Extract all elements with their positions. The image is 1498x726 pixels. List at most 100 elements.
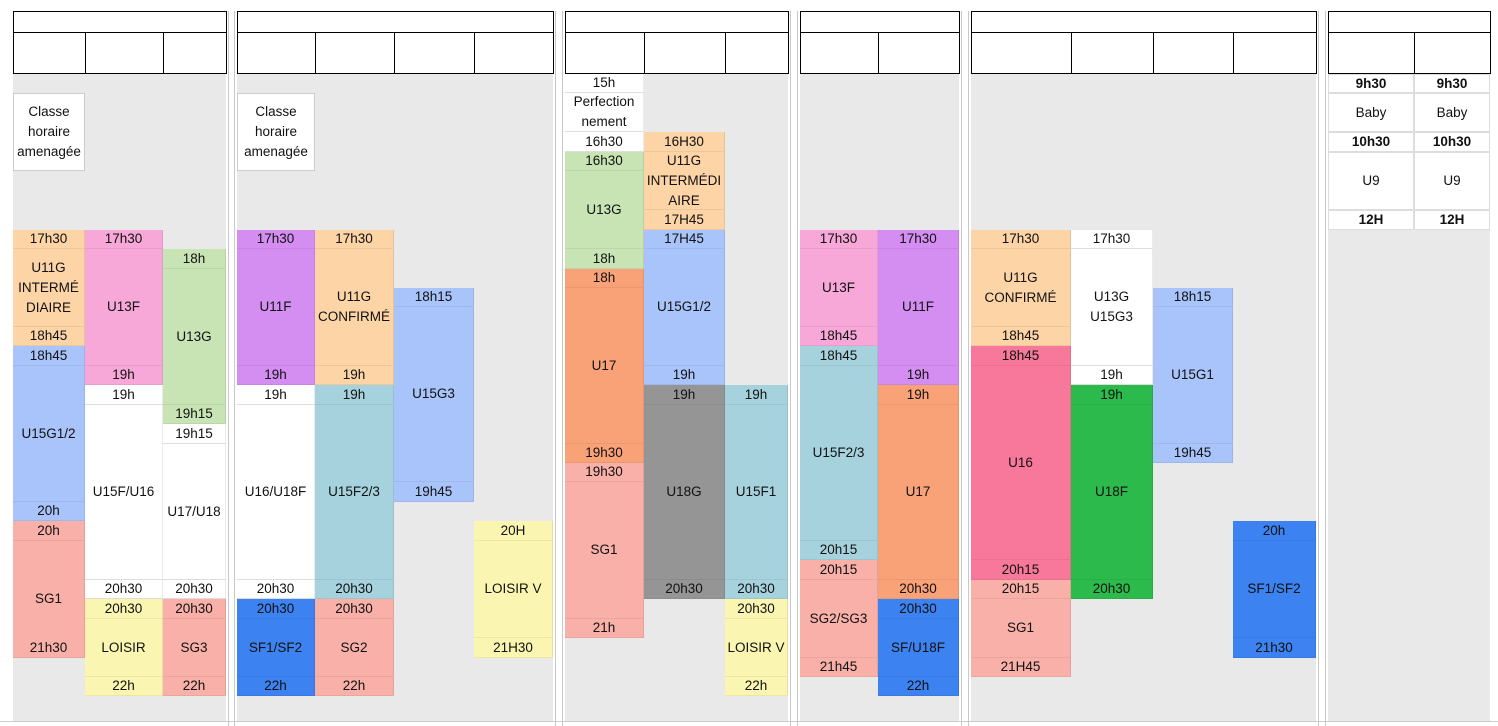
schedule-cell: 20h30: [878, 599, 959, 619]
schedule-cell: U15G1/2: [644, 249, 725, 366]
schedule-cell: 21h30: [1233, 638, 1316, 658]
coach-header-mardi-beghin: [394, 32, 475, 74]
schedule-cell: U9: [1328, 152, 1414, 210]
schedule-cell: 22h: [237, 677, 315, 696]
schedule-cell: 20h30: [163, 599, 226, 619]
schedule-cell: 18h: [565, 249, 644, 269]
schedule-cell: 19h: [1071, 366, 1153, 385]
schedule-cell: 15h: [565, 74, 644, 93]
schedule-cell: 20h30: [237, 580, 315, 599]
coach-header-vendredi-vergeron: [1071, 32, 1154, 74]
schedule-cell: 17h30: [237, 230, 315, 249]
schedule-cell: 10h30: [1328, 132, 1414, 152]
schedule-cell: 18h45: [13, 346, 85, 366]
schedule-cell: 20h15: [800, 541, 878, 560]
schedule-cell: 22h: [315, 677, 394, 696]
schedule-cell: 9h30: [1328, 74, 1414, 93]
schedule-cell: 17h30: [85, 230, 163, 249]
schedule-cell: U11G CONFIRMÉ: [971, 249, 1071, 327]
schedule-cell: 21h45: [800, 658, 878, 677]
schedule-cell: U17/U18: [163, 444, 226, 580]
schedule-cell: 17h30: [971, 230, 1071, 249]
schedule-cell: 19h: [725, 385, 788, 405]
coach-header-vendredi-garenne: [971, 32, 1072, 74]
schedule-cell: 18h45: [800, 327, 878, 346]
schedule-cell: U11G INTERMÉDI AIRE: [644, 152, 725, 210]
schedule-cell: U11F: [878, 249, 959, 366]
schedule-cell: 20h15: [971, 580, 1071, 599]
schedule-cell: 20h: [13, 502, 85, 521]
schedule-cell: 17H45: [644, 210, 725, 230]
schedule-cell: 18h: [565, 269, 644, 288]
schedule-cell: SG1: [971, 599, 1071, 658]
schedule-cell: 16H30: [644, 132, 725, 152]
schedule-cell: U11G INTERMÉ DIAIRE: [13, 249, 85, 327]
schedule-cell: SG2: [315, 619, 394, 677]
day-separator: [226, 11, 237, 726]
schedule-cell: 20h30: [85, 599, 163, 619]
schedule-cell: Baby: [1414, 93, 1490, 132]
separator-line: [968, 11, 969, 726]
coach-header-mercredi-garenne: [565, 32, 645, 74]
schedule-cell: 18h45: [13, 327, 85, 346]
schedule-cell: 19h30: [565, 444, 644, 463]
separator-line: [228, 11, 229, 726]
coach-header-vendredi-beghin: [1153, 32, 1234, 74]
schedule-cell: 21h30: [13, 638, 85, 658]
schedule-cell: 12H: [1328, 210, 1414, 230]
schedule-cell: 16h30: [565, 152, 644, 171]
schedule-cell: 10h30: [1414, 132, 1490, 152]
schedule-cell: 21H30: [474, 638, 553, 658]
schedule-cell: 20h: [1233, 521, 1316, 541]
schedule-cell: LOISIR: [85, 619, 163, 677]
coach-header-lundi-garenne: [13, 32, 86, 74]
schedule-cell: 17h30: [13, 230, 85, 249]
schedule-cell: 18h45: [800, 346, 878, 366]
schedule-cell: 19h: [644, 385, 725, 405]
separator-line: [797, 11, 798, 726]
schedule-cell: U15G1/2: [13, 366, 85, 502]
schedule-cell: 18h45: [971, 346, 1071, 366]
schedule-cell: U15G3: [394, 307, 474, 482]
schedule-cell: 20h15: [971, 560, 1071, 580]
schedule-cell: Baby: [1328, 93, 1414, 132]
schedule-cell: U17: [565, 288, 644, 444]
schedule-cell: 19h: [644, 366, 725, 385]
schedule-cell: U17: [878, 405, 959, 580]
schedule-cell: 19h: [315, 366, 394, 385]
schedule-cell: U15F1: [725, 405, 788, 580]
schedule-cell: SF/U18F: [878, 619, 959, 677]
schedule-cell: U11G CONFIRMÉ: [315, 249, 394, 366]
schedule-cell: 18h15: [1153, 288, 1233, 307]
separator-line: [555, 11, 556, 726]
schedule-cell: U13F: [800, 249, 878, 327]
schedule-cell: 9h30: [1414, 74, 1490, 93]
schedule-cell: U16/U18F: [237, 405, 315, 580]
schedule-cell: U16: [971, 366, 1071, 560]
schedule-cell: 17h30: [315, 230, 394, 249]
schedule-cell: 17h30: [1071, 230, 1153, 249]
schedule-cell: U18F: [1071, 405, 1153, 580]
separator-line: [562, 11, 563, 726]
schedule-cell: 19h45: [394, 482, 474, 502]
schedule-cell: 22h: [878, 677, 959, 696]
separator-line: [790, 11, 791, 726]
coach-header-jeudi-garenne: [800, 32, 879, 74]
schedule-cell: 20h30: [644, 580, 725, 599]
schedule-cell: 19h: [878, 385, 959, 405]
schedule-cell: U13F: [85, 249, 163, 366]
coach-header-lundi-vergeron: [85, 32, 164, 74]
schedule-cell: 22h: [163, 677, 226, 696]
schedule-cell: U15F2/3: [315, 405, 394, 580]
schedule-cell: 20h30: [237, 599, 315, 619]
schedule-cell: SF1/SF2: [237, 619, 315, 677]
schedule-cell: 18h45: [971, 327, 1071, 346]
schedule-cell: 20h15: [800, 560, 878, 580]
schedule-cell: U9: [1414, 152, 1490, 210]
coach-header-vendredi-lafaille: [1233, 32, 1317, 74]
separator-line: [234, 11, 235, 726]
schedule-cell: 21H45: [971, 658, 1071, 677]
coach-header-mardi-vergeron: [315, 32, 395, 74]
separator-line: [961, 11, 962, 726]
